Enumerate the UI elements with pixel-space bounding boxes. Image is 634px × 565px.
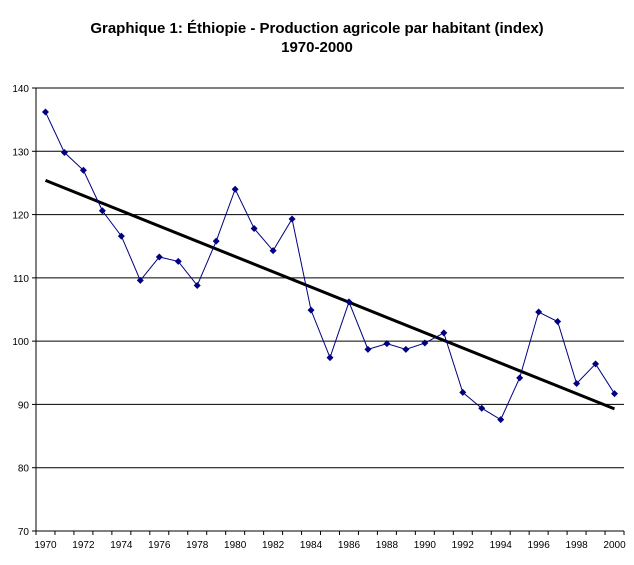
data-point <box>611 390 619 398</box>
data-point <box>79 166 87 174</box>
data-point <box>326 354 334 362</box>
x-tick-label: 1976 <box>148 540 171 551</box>
data-point <box>497 416 505 424</box>
y-tick-label: 70 <box>18 527 30 538</box>
data-point <box>193 281 201 289</box>
data-point <box>231 185 239 193</box>
y-tick-label: 90 <box>18 400 30 411</box>
trendline <box>44 179 616 411</box>
data-point <box>440 329 448 337</box>
x-tick-label: 1990 <box>414 540 437 551</box>
data-point <box>212 237 220 245</box>
y-tick-label: 110 <box>13 274 29 285</box>
x-tick-label: 1998 <box>565 540 588 551</box>
data-point <box>516 374 524 382</box>
data-point <box>41 108 49 116</box>
data-point <box>459 388 467 396</box>
y-tick-label: 130 <box>12 147 29 158</box>
data-point <box>250 224 258 232</box>
y-tick-label: 140 <box>12 84 29 95</box>
y-tick-label: 100 <box>12 337 29 348</box>
x-tick-label: 1974 <box>110 540 133 551</box>
x-tick-label: 1970 <box>34 540 57 551</box>
data-point <box>345 298 353 306</box>
data-point <box>535 308 543 316</box>
x-tick-label: 1992 <box>452 540 475 551</box>
x-tick-label: 1978 <box>186 540 209 551</box>
data-point <box>288 215 296 223</box>
data-point <box>98 207 106 215</box>
data-point <box>554 318 562 326</box>
x-tick-label: 1988 <box>376 540 399 551</box>
x-tick-label: 1996 <box>528 540 551 551</box>
data-point <box>307 306 315 314</box>
data-point <box>117 232 125 240</box>
x-tick-label: 2000 <box>603 540 626 551</box>
chart-title: Graphique 1: Éthiopie - Production agric… <box>90 20 544 37</box>
x-tick-label: 1982 <box>262 540 285 551</box>
data-point <box>155 253 163 261</box>
data-point <box>573 380 581 388</box>
data-point <box>592 360 600 368</box>
chart-subtitle: 1970-2000 <box>281 39 353 56</box>
x-tick-label: 1994 <box>490 540 513 551</box>
data-point <box>364 345 372 353</box>
data-point <box>269 247 277 255</box>
data-point <box>383 340 391 348</box>
data-point <box>421 339 429 347</box>
data-point <box>478 404 486 412</box>
x-tick-label: 1984 <box>300 540 323 551</box>
data-point <box>60 149 68 157</box>
data-point <box>402 345 410 353</box>
data-point <box>174 257 182 265</box>
y-tick-label: 80 <box>18 464 30 475</box>
x-tick-label: 1972 <box>72 540 95 551</box>
data-point <box>136 276 144 284</box>
x-tick-label: 1980 <box>224 540 247 551</box>
y-tick-label: 120 <box>12 211 29 222</box>
x-tick-label: 1986 <box>338 540 361 551</box>
